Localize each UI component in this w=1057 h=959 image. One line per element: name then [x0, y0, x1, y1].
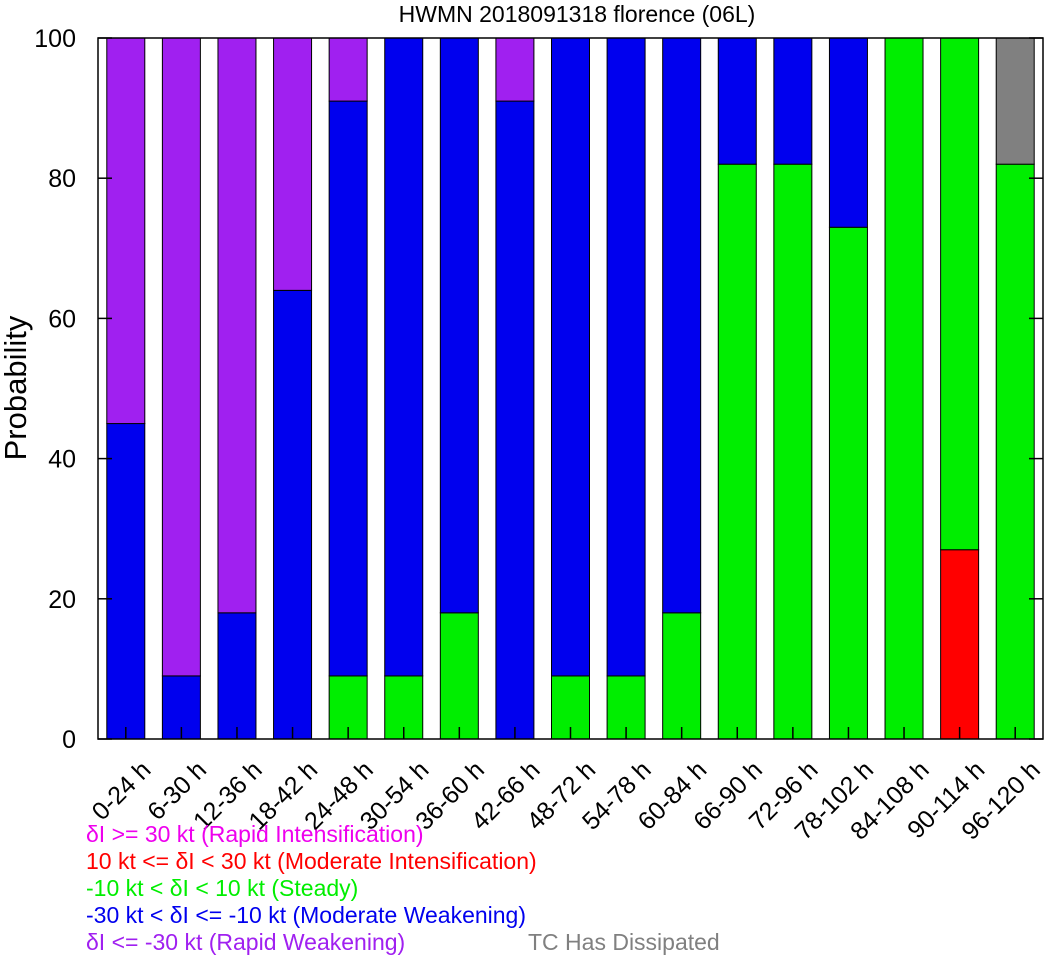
- bar-segment-0-24h-s4: [106, 37, 146, 425]
- bar-segment-78-102h-s2: [828, 37, 868, 228]
- bar-segment-96-120h-s1: [995, 163, 1035, 740]
- bar-segment-72-96h-s1: [773, 163, 813, 740]
- legend-entry-moderate-weakening: -30 kt < δI <= -10 kt (Moderate Weakenin…: [86, 902, 527, 928]
- bar-segment-0-24h-s2: [106, 423, 146, 740]
- bar-segment-24-48h-s2: [328, 100, 368, 677]
- bars-group: [106, 37, 1035, 740]
- y-tick-label: 80: [48, 165, 76, 193]
- bar-segment-18-42h-s2: [273, 289, 313, 740]
- bar-segment-54-78h-s2: [606, 37, 646, 677]
- bar-segment-84-108h-s1: [884, 37, 924, 740]
- bar-segment-42-66h-s2: [495, 100, 535, 740]
- bar-segment-36-60h-s1: [439, 612, 479, 740]
- legend-entry-tc-dissipated: TC Has Dissipated: [528, 929, 720, 955]
- y-tick-label: 40: [48, 446, 76, 474]
- bar-segment-24-48h-s4: [328, 37, 368, 102]
- bar-segment-78-102h-s1: [828, 226, 868, 740]
- legend-entry-steady: -10 kt < δI < 10 kt (Steady): [86, 875, 359, 901]
- chart-title: HWMN 2018091318 florence (06L): [399, 1, 756, 27]
- bar-segment-72-96h-s2: [773, 37, 813, 165]
- bar-segment-66-90h-s2: [717, 37, 757, 165]
- y-tick-label: 0: [62, 726, 76, 754]
- legend-entry-moderate-intensification: 10 kt <= δI < 30 kt (Moderate Intensific…: [86, 848, 537, 874]
- y-axis-label: Probability: [0, 315, 33, 460]
- x-tick-label: 0-24 h: [87, 756, 157, 826]
- bar-segment-48-72h-s2: [551, 37, 590, 677]
- legend-entry-rapid-weakening: δI <= -30 kt (Rapid Weakening): [86, 929, 406, 955]
- axes-group: [97, 37, 1044, 740]
- bar-segment-12-36h-s4: [217, 37, 257, 614]
- bar-segment-60-84h-s2: [662, 37, 702, 614]
- bar-segment-90-114h-s1: [940, 37, 980, 551]
- bar-segment-36-60h-s2: [439, 37, 479, 614]
- bar-segment-6-30h-s4: [161, 37, 201, 677]
- bar-segment-18-42h-s4: [273, 37, 313, 291]
- bar-segment-66-90h-s1: [717, 163, 757, 740]
- legend-entry-rapid-intensification: δI >= 30 kt (Rapid Intensification): [86, 821, 424, 847]
- y-tick-label: 100: [34, 25, 76, 53]
- y-tick-label: 20: [48, 586, 76, 614]
- y-tick-labels: 0 20 40 60 80 100: [34, 25, 76, 754]
- bar-segment-96-120h-s5: [995, 37, 1035, 165]
- bar-segment-42-66h-s4: [495, 37, 535, 102]
- bar-segment-12-36h-s2: [217, 612, 257, 740]
- y-tick-label: 60: [48, 305, 76, 333]
- bar-segment-30-54h-s2: [384, 37, 424, 677]
- bar-segment-60-84h-s1: [662, 612, 702, 740]
- bar-segment-90-114h-s0: [940, 549, 980, 740]
